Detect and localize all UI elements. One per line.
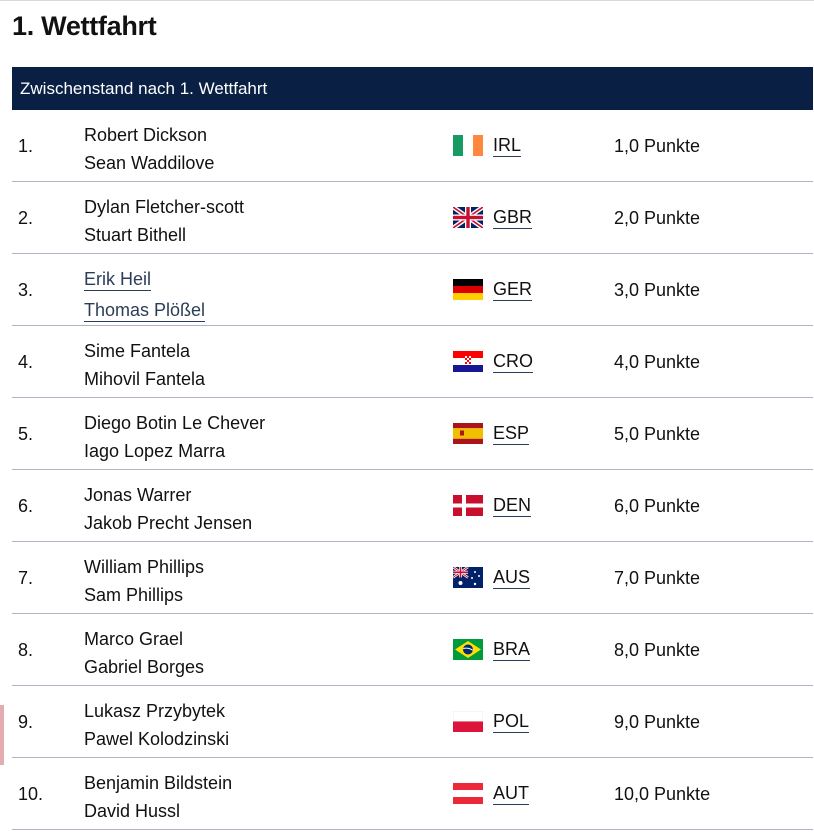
crew-name-helm-link[interactable]: Erik Heil	[84, 269, 152, 291]
crew-names: Robert Dickson Sean Waddilove	[84, 121, 214, 177]
crew-names: Benjamin Bildstein David Hussl	[84, 769, 232, 825]
country-code-link[interactable]: ESP	[493, 423, 530, 445]
crew-names: Lukasz Przybytek Pawel Kolodzinski	[84, 697, 229, 753]
crew-name-crew: Jakob Precht Jensen	[84, 513, 253, 533]
table-row: 1. Robert Dickson Sean Waddilove IRL 1,0…	[12, 110, 813, 182]
crew-names: Dylan Fletcher-scott Stuart Bithell	[84, 193, 244, 249]
flag-croatia-icon	[453, 351, 483, 372]
table-row: 3. Erik Heil Thomas Plößel GER 3,0 Punkt…	[12, 254, 813, 326]
crew-name-helm: Dylan Fletcher-scott	[84, 197, 245, 217]
crew-name-crew: Iago Lopez Marra	[84, 441, 226, 461]
country-code-link[interactable]: AUT	[493, 783, 529, 805]
crew-name-crew: Gabriel Borges	[84, 657, 205, 677]
points: 3,0 Punkte	[614, 280, 701, 300]
crew-name-crew: David Hussl	[84, 801, 181, 821]
points: 7,0 Punkte	[614, 568, 701, 588]
country-code-link[interactable]: CRO	[493, 351, 533, 373]
crew-name-crew: Pawel Kolodzinski	[84, 729, 230, 749]
top-divider	[0, 0, 814, 6]
crew-name-helm: Jonas Warrer	[84, 485, 192, 505]
rank: 7.	[18, 568, 34, 588]
crew-name-helm: Sime Fantela	[84, 341, 191, 361]
flag-ireland-icon	[453, 135, 483, 156]
country-code-link[interactable]: GBR	[493, 207, 533, 229]
rank: 10.	[18, 784, 44, 804]
country-code-link[interactable]: POL	[493, 711, 530, 733]
crew-names: Erik Heil Thomas Plößel	[84, 265, 206, 327]
flag-poland-icon	[453, 711, 483, 732]
country-code-link[interactable]: AUS	[493, 567, 531, 589]
standings-table: Zwischenstand nach 1. Wettfahrt 1. Rober…	[12, 67, 813, 830]
crew-name-crew: Stuart Bithell	[84, 225, 187, 245]
flag-spain-icon	[453, 423, 483, 444]
table-row: 7. William Phillips Sam Phillips	[12, 542, 813, 614]
country-code-link[interactable]: DEN	[493, 495, 532, 517]
points: 10,0 Punkte	[614, 784, 711, 804]
country-code-link[interactable]: GER	[493, 279, 533, 301]
crew-name-helm: Marco Grael	[84, 629, 184, 649]
points: 8,0 Punkte	[614, 640, 701, 660]
country-code-link[interactable]: IRL	[493, 135, 522, 157]
crew-names: Jonas Warrer Jakob Precht Jensen	[84, 481, 252, 537]
flag-austria-icon	[453, 783, 483, 804]
flag-uk-icon	[453, 207, 483, 228]
crew-name-helm: Robert Dickson	[84, 125, 208, 145]
table-row: 5. Diego Botin Le Chever Iago Lopez Marr…	[12, 398, 813, 470]
points: 4,0 Punkte	[614, 352, 701, 372]
table-row: 9. Lukasz Przybytek Pawel Kolodzinski PO…	[12, 686, 813, 758]
crew-names: Marco Grael Gabriel Borges	[84, 625, 204, 681]
crew-name-helm: Lukasz Przybytek	[84, 701, 226, 721]
flag-australia-icon	[453, 567, 483, 588]
points: 9,0 Punkte	[614, 712, 701, 732]
left-edge-accent	[0, 705, 4, 765]
points: 2,0 Punkte	[614, 208, 701, 228]
crew-name-helm: Benjamin Bildstein	[84, 773, 233, 793]
page-title: 1. Wettfahrt	[12, 11, 157, 41]
crew-name-crew: Sean Waddilove	[84, 153, 215, 173]
flag-brazil-icon	[453, 639, 483, 660]
crew-name-crew: Mihovil Fantela	[84, 369, 206, 389]
flag-denmark-icon	[453, 495, 483, 516]
points: 6,0 Punkte	[614, 496, 701, 516]
table-row: 10. Benjamin Bildstein David Hussl AUT 1…	[12, 758, 813, 830]
points: 5,0 Punkte	[614, 424, 701, 444]
country-code-link[interactable]: BRA	[493, 639, 531, 661]
rank: 6.	[18, 496, 34, 516]
table-header: Zwischenstand nach 1. Wettfahrt	[12, 67, 813, 110]
rank: 5.	[18, 424, 34, 444]
table-row: 8. Marco Grael Gabriel Borges BRA 8,0 Pu…	[12, 614, 813, 686]
rank: 4.	[18, 352, 34, 372]
crew-name-helm: Diego Botin Le Chever	[84, 413, 266, 433]
points: 1,0 Punkte	[614, 136, 701, 156]
table-row: 4. Sime Fantela Mihovil Fantela CRO 4,0 …	[12, 326, 813, 398]
rank: 2.	[18, 208, 34, 228]
rank: 9.	[18, 712, 34, 732]
crew-names: Diego Botin Le Chever Iago Lopez Marra	[84, 409, 265, 465]
crew-name-helm: William Phillips	[84, 557, 205, 577]
table-row: 2. Dylan Fletcher-scott Stuart Bithell G…	[12, 182, 813, 254]
rank: 1.	[18, 136, 34, 156]
table-row: 6. Jonas Warrer Jakob Precht Jensen DEN …	[12, 470, 813, 542]
crew-name-crew: Sam Phillips	[84, 585, 184, 605]
rank: 3.	[18, 280, 34, 300]
crew-names: William Phillips Sam Phillips	[84, 553, 204, 609]
rank: 8.	[18, 640, 34, 660]
crew-names: Sime Fantela Mihovil Fantela	[84, 337, 205, 393]
flag-germany-icon	[453, 279, 483, 300]
crew-name-crew-link[interactable]: Thomas Plößel	[84, 300, 206, 322]
